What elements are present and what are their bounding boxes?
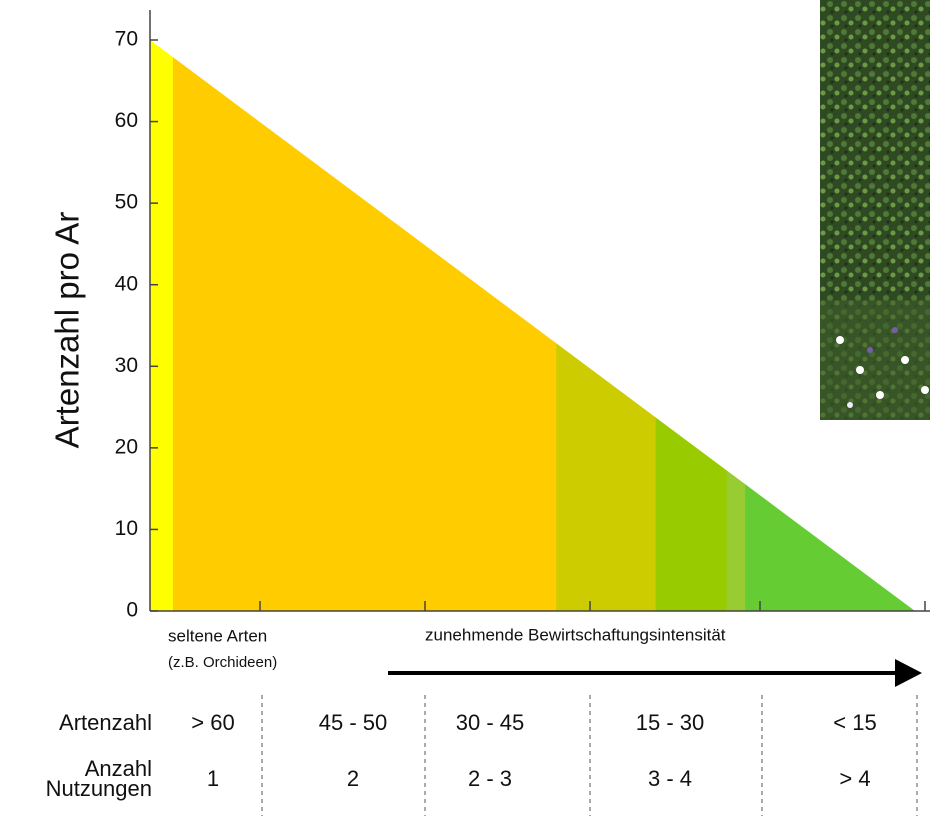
y-tick-label: 60	[115, 109, 138, 132]
arrow-head	[895, 659, 922, 687]
table-cell: 15 - 30	[636, 710, 705, 735]
table-cell: > 60	[191, 710, 234, 735]
band	[656, 30, 728, 611]
photo	[820, 0, 930, 420]
annotation: seltene Arten	[168, 626, 267, 645]
band	[173, 30, 557, 611]
band	[727, 30, 746, 611]
table-cell: 30 - 45	[456, 710, 525, 735]
y-tick-label: 0	[126, 599, 138, 622]
table-cell: 2 - 3	[468, 766, 512, 791]
row-label: Artenzahl	[59, 710, 152, 735]
y-axis-label: Artenzahl pro Ar	[49, 212, 86, 449]
band	[150, 30, 173, 611]
chart: Artenzahl pro Ar seltene Arten (z.B. Orc…	[0, 0, 930, 816]
y-tick-label: 70	[115, 28, 138, 51]
y-tick-label: 40	[115, 272, 138, 295]
row-label: Nutzungen	[46, 776, 152, 801]
bands	[150, 30, 916, 611]
table-cell: < 15	[833, 710, 876, 735]
table-cell: 45 - 50	[319, 710, 388, 735]
table-cell: 3 - 4	[648, 766, 692, 791]
y-tick-label: 30	[115, 354, 138, 377]
annotation: zunehmende Bewirtschaftungsintensität	[425, 625, 726, 644]
y-tick-label: 20	[115, 435, 138, 458]
table-cell: > 4	[839, 766, 870, 791]
y-tick-label: 10	[115, 517, 138, 540]
table-cell: 2	[347, 766, 359, 791]
band	[556, 30, 656, 611]
table-cell: 1	[207, 766, 219, 791]
y-tick-label: 50	[115, 191, 138, 214]
annotation: (z.B. Orchideen)	[168, 654, 277, 671]
